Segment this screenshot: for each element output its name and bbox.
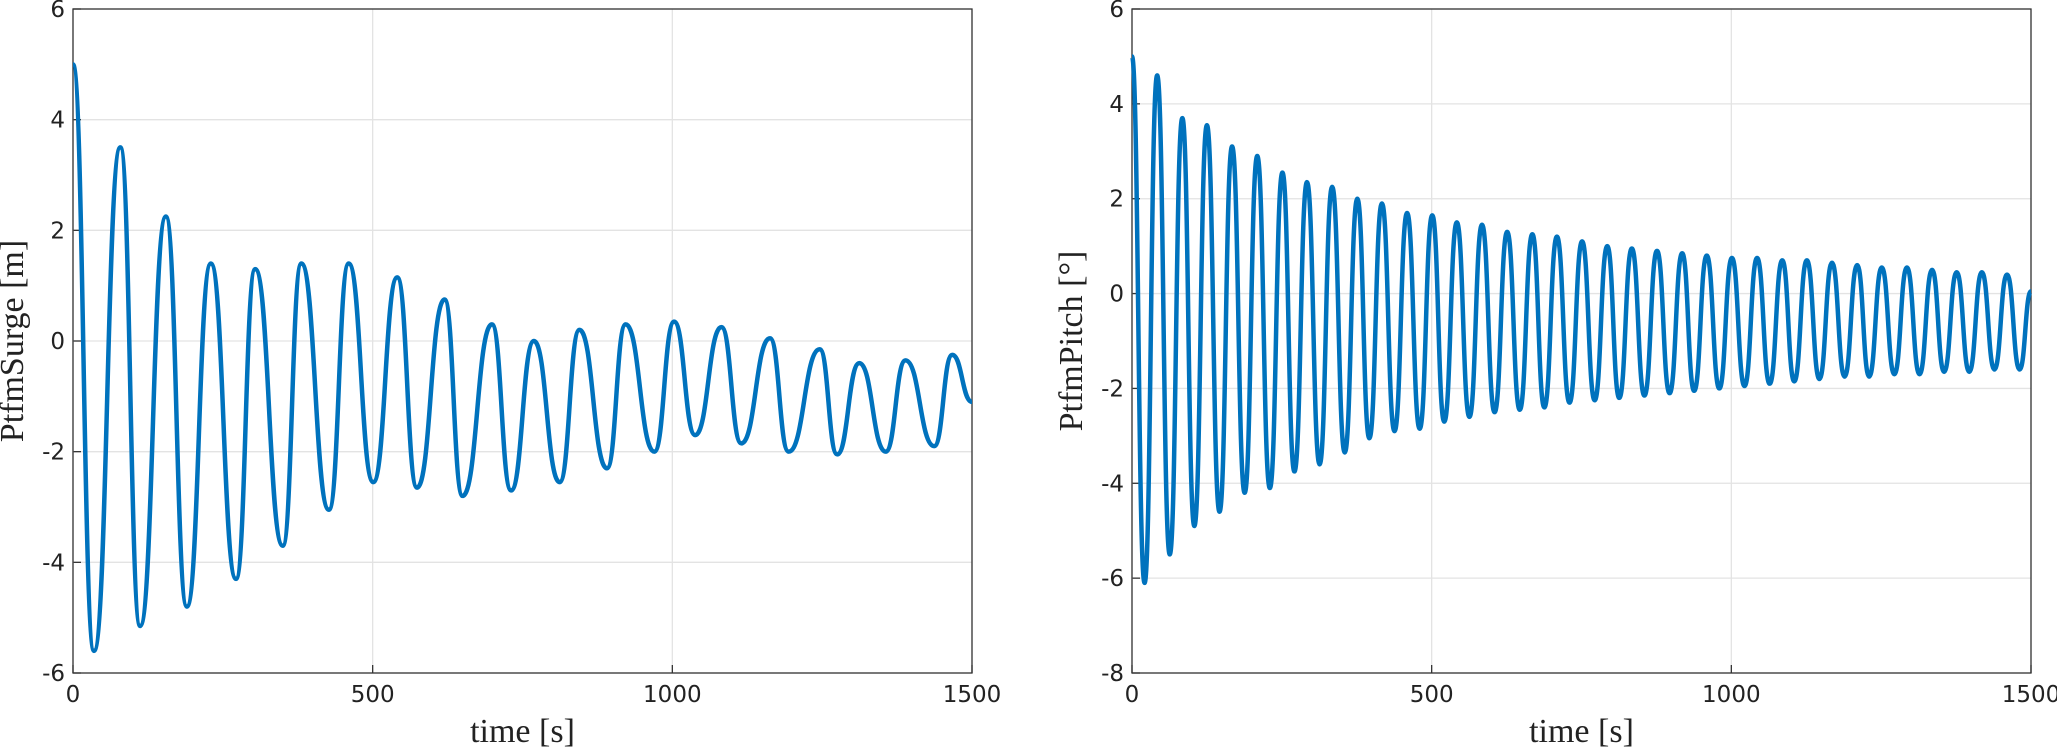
y-tick-label: 6 xyxy=(1109,0,1124,23)
y-tick-label: -8 xyxy=(1101,661,1124,687)
data-line xyxy=(70,62,974,654)
x-tick-label: 0 xyxy=(66,682,81,708)
x-tick-label: 1000 xyxy=(643,682,702,708)
x-tick-label: 1000 xyxy=(1702,682,1761,708)
y-tick-label: 4 xyxy=(1109,92,1124,118)
x-tick-label: 0 xyxy=(1125,682,1140,708)
y-tick-label: 2 xyxy=(50,218,65,244)
x-axis-label: time [s] xyxy=(470,713,575,749)
y-tick-label: -2 xyxy=(1101,376,1124,402)
y-tick-label: -4 xyxy=(1101,471,1124,497)
x-tick-label: 1500 xyxy=(943,682,1002,708)
y-tick-label: 6 xyxy=(50,0,65,23)
y-axis-label: PtfmSurge [m] xyxy=(0,240,31,442)
y-axis-label: PtfmPitch [°] xyxy=(1053,251,1090,432)
y-tick-label: -6 xyxy=(1101,566,1124,592)
x-tick-label: 1500 xyxy=(2002,682,2057,708)
y-tick-label: 0 xyxy=(1109,282,1124,308)
axes-box xyxy=(72,8,973,674)
y-tick-label: -6 xyxy=(42,661,65,687)
axes-box xyxy=(1131,8,2032,674)
y-tick-label: -4 xyxy=(42,550,65,576)
y-tick-label: 0 xyxy=(50,329,65,355)
plot: -6 -4 -2 0 2 4 6 0 500 1000 1500 time [s] PtfmSurge … xyxy=(0,0,1001,749)
y-tick-label: -2 xyxy=(42,440,65,466)
plot: -8 -6 -4 -2 0 2 4 6 0 500 1000 1500 time [s] PtfmPitc… xyxy=(1053,0,2057,749)
x-tick-label: 500 xyxy=(351,682,395,708)
y-tick-label: 4 xyxy=(50,108,65,134)
y-tick-label: 2 xyxy=(1109,187,1124,213)
x-axis-label: time [s] xyxy=(1529,713,1634,749)
data-line xyxy=(1129,54,2034,586)
x-tick-label: 500 xyxy=(1410,682,1454,708)
